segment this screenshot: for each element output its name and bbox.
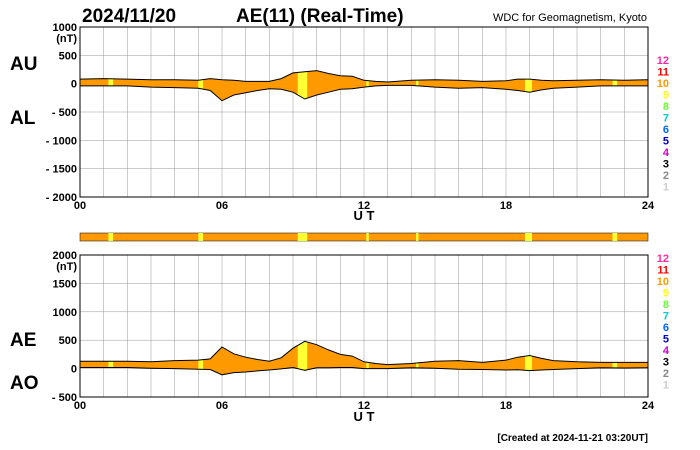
- au-al-frame: [79, 26, 649, 198]
- station-count-label: 10: [657, 78, 669, 90]
- availability-highlight: [524, 233, 533, 241]
- x-tick-label: 12: [358, 400, 370, 412]
- station-count-label: 4: [663, 147, 670, 159]
- y-tick-label: 500: [59, 50, 77, 62]
- x-tick-label: 06: [216, 400, 228, 412]
- low-station-highlight: [524, 341, 533, 375]
- low-station-highlight: [524, 70, 533, 101]
- au-al-x-axis-label: U T: [354, 208, 375, 223]
- availability-highlight: [108, 233, 114, 241]
- station-count-label: 3: [663, 357, 669, 369]
- station-count-label: 12: [657, 55, 669, 67]
- series-line-al: [80, 84, 648, 102]
- station-count-label: 7: [663, 311, 669, 323]
- ae-ao-panel: 2000 1500 1000 500 0 - 500 00 06 12 18 24 (nT) AE…: [10, 250, 655, 424]
- low-station-highlight: [297, 341, 308, 375]
- au-al-panel: 1000 500 0 - 500 - 1000 - 1500 - 2000 00 06 12 18…: [10, 22, 655, 223]
- y-tick-label: 0: [71, 79, 77, 91]
- x-tick-label: 00: [74, 200, 86, 212]
- station-count-label: 12: [657, 253, 669, 265]
- y-tick-label: - 2000: [46, 192, 77, 204]
- series-line-ae: [80, 340, 648, 366]
- x-tick-label: 06: [216, 200, 228, 212]
- station-count-label: 11: [657, 67, 669, 79]
- ao-series-label: AO: [10, 373, 39, 394]
- station-count-label: 3: [663, 159, 669, 171]
- date-title: 2024/11/20: [82, 6, 176, 27]
- y-tick-label: 0: [71, 364, 77, 376]
- low-station-highlight: [198, 70, 204, 101]
- y-tick-label: 1000: [53, 22, 77, 34]
- station-count-label: 5: [663, 334, 669, 346]
- availability-highlight: [366, 233, 369, 241]
- series-line-au: [79, 70, 649, 83]
- y-tick-label: - 500: [52, 107, 77, 119]
- station-count-label: 2: [663, 368, 669, 380]
- availability-highlight: [198, 233, 204, 241]
- low-station-highlight: [297, 70, 308, 101]
- y-tick-label: 2000: [53, 250, 77, 262]
- source-label: WDC for Geomagnetism, Kyoto: [493, 12, 647, 24]
- series-envelope-fill: [80, 341, 648, 375]
- created-timestamp: [Created at 2024-11-21 03:20UT]: [497, 433, 648, 444]
- chart-title: AE(11) (Real-Time): [236, 6, 404, 27]
- station-availability-bar: [79, 232, 649, 242]
- ae-ao-x-axis-label: U T: [354, 409, 375, 424]
- low-station-highlight: [366, 70, 369, 101]
- au-al-lines: [79, 70, 649, 102]
- y-tick-label: 500: [59, 335, 77, 347]
- x-tick-label: 00: [74, 400, 86, 412]
- y-tick-label: - 1000: [46, 135, 77, 147]
- station-count-label: 10: [657, 276, 669, 288]
- station-count-label: 5: [663, 136, 669, 148]
- y-tick-label: 1500: [53, 278, 77, 290]
- y-tick-label: 1000: [53, 307, 77, 319]
- ae-ao-x-tick-labels: 00 06 12 18 24: [74, 400, 655, 412]
- station-count-label: 9: [663, 90, 669, 102]
- station-count-label: 8: [663, 101, 669, 113]
- al-series-label: AL: [10, 108, 36, 129]
- station-count-label: 8: [663, 299, 669, 311]
- ae-ao-y-tick-labels: 2000 1500 1000 500 0 - 500: [52, 250, 77, 404]
- au-al-unit-label: (nT): [56, 33, 77, 45]
- y-tick-label: - 500: [52, 392, 77, 404]
- au-al-x-tick-labels: 00 06 12 18 24: [74, 200, 655, 212]
- x-tick-label: 18: [500, 400, 512, 412]
- station-count-label: 1: [663, 380, 669, 392]
- ae-ao-lines: [80, 340, 649, 376]
- station-count-label: 9: [663, 288, 669, 300]
- au-series-label: AU: [10, 54, 37, 75]
- availability-highlight: [297, 233, 308, 241]
- x-tick-label: 24: [642, 400, 655, 412]
- ae-series-label: AE: [10, 330, 36, 351]
- series-envelope-fill: [80, 70, 648, 101]
- x-tick-label: 18: [500, 200, 512, 212]
- station-count-label: 2: [663, 170, 669, 182]
- availability-bar-base: [79, 232, 649, 242]
- station-count-label: 6: [663, 322, 669, 334]
- availability-highlight: [416, 233, 419, 241]
- x-tick-label: 12: [358, 200, 370, 212]
- station-count-label: 11: [657, 265, 669, 277]
- x-tick-label: 24: [642, 200, 655, 212]
- availability-highlight: [612, 233, 618, 241]
- station-count-label: 1: [663, 182, 669, 194]
- series-line-ao: [80, 366, 649, 376]
- station-count-label: 7: [663, 113, 669, 125]
- au-al-y-tick-labels: 1000 500 0 - 500 - 1000 - 1500 - 2000: [46, 22, 77, 204]
- station-count-label: 4: [663, 345, 670, 357]
- station-count-label: 6: [663, 124, 669, 136]
- ae-ao-unit-label: (nT): [56, 261, 77, 273]
- y-tick-label: - 1500: [46, 164, 77, 176]
- ae-ao-frame: [79, 254, 649, 398]
